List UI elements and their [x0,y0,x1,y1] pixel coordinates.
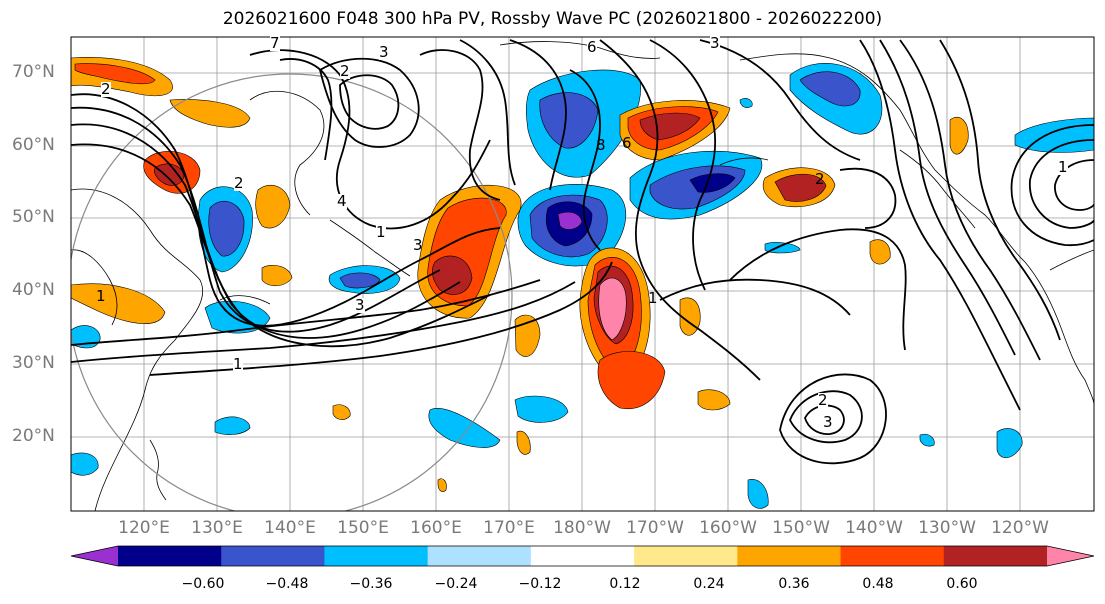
contour-label: 1 [1058,158,1068,176]
anomaly-positive [679,297,701,336]
lon-label-160w: 160°W [699,518,757,538]
contour-label: 1 [233,355,243,373]
map-frame [70,36,1095,512]
anomaly-negative [689,173,736,193]
contour-label: 6 [587,38,597,56]
lat-label-40n: 40°N [12,280,55,300]
lon-label-130w: 130°W [918,518,976,538]
lon-label-160e: 160°E [410,518,462,538]
anomaly-negative [747,479,769,509]
anomaly-negative [339,272,381,289]
lon-label-120e: 120°E [118,518,170,538]
contour-label: 2 [101,80,111,98]
colorbar-tick: 0.36 [778,576,810,592]
contour-label: 1 [648,289,658,307]
lat-label-60n: 60°N [12,135,55,155]
contour-label: 1 [96,287,106,305]
lon-label-120w: 120°W [991,518,1049,538]
lat-label-30n: 30°N [12,353,55,373]
lon-label-150e: 150°E [337,518,389,538]
colorbar-tick: 0.24 [693,576,725,592]
lon-label-170e: 170°E [483,518,535,538]
anomaly-negative [514,395,569,423]
colorbar-tick: −0.24 [434,576,478,592]
contour-label: 3 [413,236,423,254]
lat-label-70n: 70°N [12,62,55,82]
chart-title: 2026021600 F048 300 hPa PV, Rossby Wave … [222,9,883,29]
contour-label: 3 [355,296,365,314]
contour-label: 2 [815,170,825,188]
anomaly-fills [71,57,1094,509]
contour-label: 6 [622,134,632,152]
anomaly-negative [428,408,501,448]
contour-label: 1 [376,223,386,241]
contour-label: 2 [818,391,828,409]
contour-label: 2 [234,174,244,192]
contour-label: 2 [340,62,350,80]
anomaly-positive [869,239,891,265]
anomaly-positive [255,185,291,229]
anomaly-negative [919,433,935,447]
anomaly-positive [431,255,473,295]
anomaly-positive [949,116,969,155]
anomaly-negative [996,428,1023,458]
colorbar-tick: −0.48 [265,576,309,592]
contour-label: 7 [270,34,280,52]
anomaly-positive [74,63,156,85]
colorbar-tick: 0.60 [946,576,978,592]
contour-label: 3 [710,34,720,52]
anomaly-negative [557,211,583,230]
anomaly-positive [597,351,666,410]
lat-label-20n: 20°N [12,426,55,446]
lon-label-130e: 130°E [191,518,243,538]
contour-label: 3 [823,413,833,431]
anomaly-negative [71,452,99,476]
lon-label-140e: 140°E [264,518,316,538]
colorbar-tick: 0.12 [609,576,641,592]
contour-label: 3 [379,43,389,61]
anomaly-positive [516,430,531,455]
anomaly-negative [799,71,861,107]
region-circle [71,73,513,511]
anomaly-negative [208,200,245,257]
anomaly-positive [598,277,627,341]
anomaly-negative [214,416,251,435]
anomaly-positive [261,265,293,287]
anomaly-positive [169,99,251,128]
anomaly-positive [71,283,166,324]
anomaly-positive [774,173,827,202]
contour-label: 8 [596,136,606,154]
anomaly-negative [739,98,753,108]
lat-label-50n: 50°N [12,207,55,227]
colorbar-tick: −0.60 [181,576,225,592]
anomaly-negative [539,92,599,149]
colorbar-tick: −0.36 [349,576,393,592]
contour-label: 4 [337,192,347,210]
lon-label-170w: 170°W [626,518,684,538]
colorbar-tick: −0.12 [518,576,562,592]
anomaly-positive [697,389,731,411]
lon-label-150w: 150°W [772,518,830,538]
colorbar-tick: 0.48 [862,576,894,592]
anomaly-positive [332,404,351,420]
lon-label-180w: 180°W [553,518,611,538]
lon-label-140w: 140°W [845,518,903,538]
anomaly-positive [437,478,447,492]
